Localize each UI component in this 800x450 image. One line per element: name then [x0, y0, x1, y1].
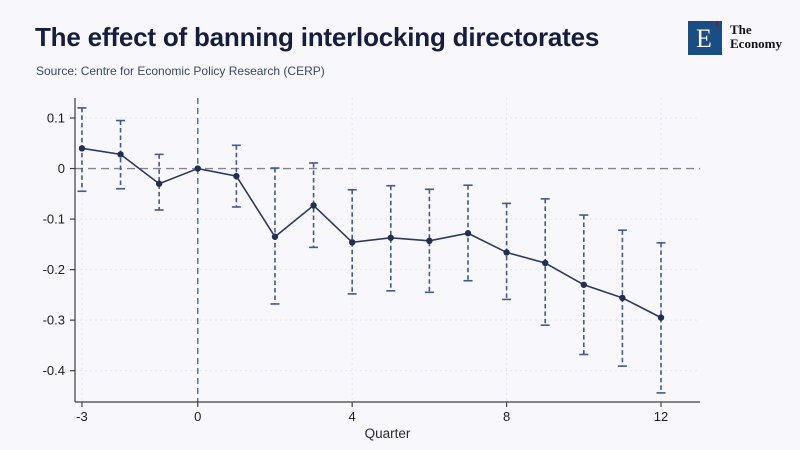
page-title: The effect of banning interlocking direc…	[35, 22, 600, 52]
data-point	[387, 234, 394, 241]
the-economy-logo: E ❜ The Economy	[688, 20, 793, 58]
data-point	[503, 249, 510, 256]
series-line	[81, 147, 662, 319]
x-axis-title: Quarter	[365, 426, 411, 441]
data-point	[310, 202, 317, 209]
logo-mark: E ❜	[688, 21, 722, 55]
data-point	[271, 233, 279, 240]
data-point	[233, 172, 240, 180]
y-tick-label: 0	[58, 161, 65, 176]
logo-name-line1: The	[730, 22, 752, 37]
data-point	[619, 294, 626, 302]
data-point	[426, 237, 433, 245]
y-tick-label: -0.1	[43, 212, 65, 227]
source-caption: Source: Centre for Economic Policy Resea…	[36, 64, 325, 78]
y-tick-label: -0.4	[43, 363, 65, 378]
x-tick-label: 4	[349, 409, 356, 424]
logo-name-line2: Economy	[730, 36, 782, 51]
x-tick-label: 12	[654, 409, 668, 424]
data-point	[657, 314, 665, 321]
logo-letter: E	[696, 24, 712, 53]
quote-icon: ❜	[714, 21, 719, 36]
data-point	[348, 239, 356, 246]
logo-name: The Economy	[730, 23, 782, 51]
data-point	[78, 145, 86, 152]
x-tick-label: 8	[503, 409, 510, 424]
y-tick-label: -0.2	[43, 262, 65, 277]
y-tick-label: -0.3	[43, 313, 65, 328]
data-point	[541, 259, 549, 267]
data-point	[155, 180, 163, 187]
x-tick-label: -3	[76, 409, 88, 424]
y-tick-label: 0.1	[47, 111, 65, 126]
data-point	[194, 165, 201, 172]
x-tick-label: 0	[194, 409, 201, 424]
data-point	[580, 281, 588, 288]
data-point	[117, 151, 124, 158]
data-point	[464, 230, 472, 237]
